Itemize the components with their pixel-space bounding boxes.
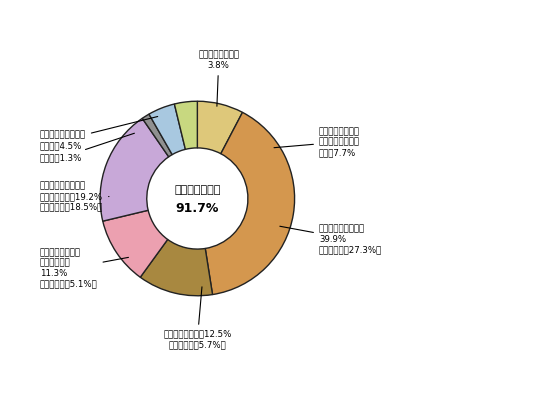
- Wedge shape: [174, 101, 197, 149]
- Text: 91.7%: 91.7%: [175, 202, 219, 215]
- Text: 民生部門（家庭）12.5%
（直接燃焼分5.7%）: 民生部門（家庭）12.5% （直接燃焼分5.7%）: [163, 287, 231, 349]
- Wedge shape: [149, 104, 185, 154]
- Text: 民生部門（事業所
ビル等業務）
11.3%
（直接燃焼分5.1%）: 民生部門（事業所 ビル等業務） 11.3% （直接燃焼分5.1%）: [40, 249, 129, 289]
- Wedge shape: [197, 101, 243, 154]
- Text: 工業プロセス（石灰
石消費）4.5%: 工業プロセス（石灰 石消費）4.5%: [40, 116, 157, 150]
- Text: エネルギー関連: エネルギー関連: [174, 185, 220, 195]
- Wedge shape: [205, 112, 295, 295]
- Wedge shape: [142, 114, 172, 157]
- Wedge shape: [103, 210, 168, 277]
- Text: エネルギー転換部
門（発電所、製油
所等）7.7%: エネルギー転換部 門（発電所、製油 所等）7.7%: [274, 127, 360, 157]
- Wedge shape: [100, 118, 169, 221]
- Text: 運輸部門（自動車、
船舶、鉄道等）19.2%
（直接燃焼分18.5%）: 運輸部門（自動車、 船舶、鉄道等）19.2% （直接燃焼分18.5%）: [40, 182, 109, 212]
- Text: 統計誤差1.3%: 統計誤差1.3%: [40, 133, 135, 162]
- Text: 産業部門（工場等）
39.9%
（直接燃焼分27.3%）: 産業部門（工場等） 39.9% （直接燃焼分27.3%）: [280, 224, 382, 254]
- Wedge shape: [140, 239, 212, 296]
- Text: 廃棄物（焼却等）
3.8%: 廃棄物（焼却等） 3.8%: [198, 51, 239, 106]
